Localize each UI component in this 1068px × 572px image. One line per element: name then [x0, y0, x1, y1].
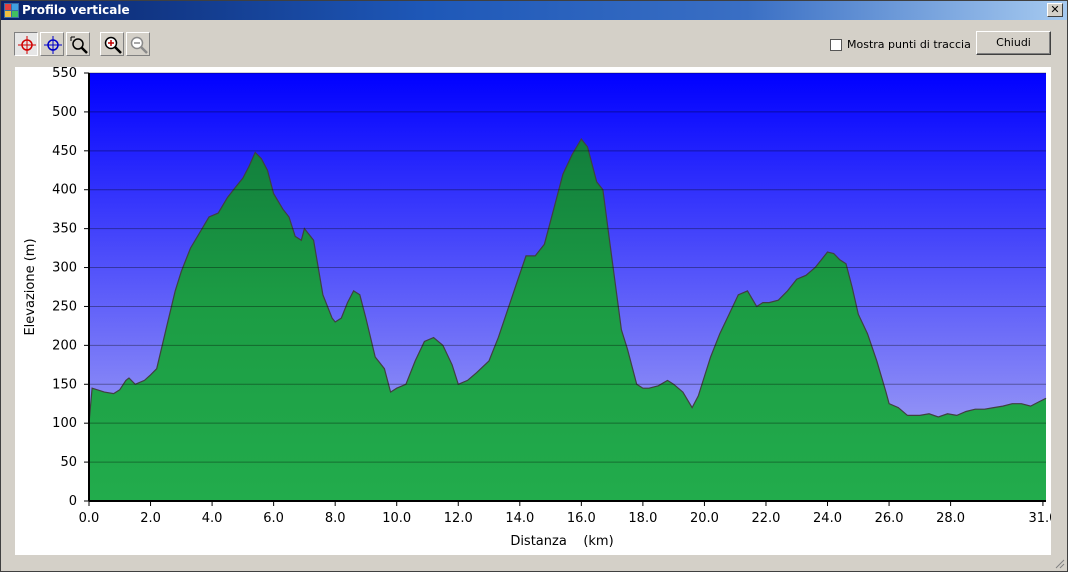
plot-panel: 0 50 100 150 200 250 300 350 400 450 500 550 0.0 2.0 4…: [15, 67, 1051, 555]
toolbar: Mostra punti di traccia Chiudi: [1, 21, 1067, 65]
x-tick-label: 22.0: [752, 511, 781, 526]
y-tick-label: 50: [60, 455, 77, 470]
zoom-window-button[interactable]: [66, 32, 90, 56]
crosshair-red-button[interactable]: [14, 32, 38, 56]
show-track-points-checkbox[interactable]: [830, 39, 842, 51]
show-track-points-label[interactable]: Mostra punti di traccia: [847, 38, 971, 51]
x-tick-label: 2.0: [140, 511, 161, 526]
crosshair-blue-button[interactable]: [40, 32, 64, 56]
x-tick-label: 31.0: [1028, 511, 1051, 526]
elevation-line: [88, 138, 1047, 424]
x-axis-label: Distanza (km): [510, 534, 613, 549]
x-tick-label: 8.0: [325, 511, 346, 526]
y-tick-label: 350: [52, 222, 77, 237]
x-tick-label: 16.0: [567, 511, 596, 526]
x-tick-label: 24.0: [813, 511, 842, 526]
x-tick-label: 0.0: [79, 511, 100, 526]
x-tick-label: 14.0: [505, 511, 534, 526]
y-tick-label: 300: [52, 261, 77, 276]
window-title: Profilo verticale: [22, 3, 130, 17]
y-tick-label: 250: [52, 299, 77, 314]
close-button[interactable]: Chiudi: [976, 31, 1051, 55]
y-tick-label: 200: [52, 338, 77, 353]
y-tick-label: 550: [52, 67, 77, 81]
resize-grip-icon[interactable]: [1053, 557, 1065, 569]
app-icon: [4, 3, 19, 18]
elevation-area: [89, 139, 1046, 501]
y-tick-label: 0: [69, 494, 77, 509]
zoom-out-icon: [130, 36, 148, 54]
x-tick-label: 20.0: [690, 511, 719, 526]
window-close-button[interactable]: ✕: [1047, 3, 1063, 17]
crosshair-red-icon: [18, 36, 36, 54]
x-tick-label: 28.0: [936, 511, 965, 526]
y-tick-label: 400: [52, 183, 77, 198]
x-tick-label: 4.0: [202, 511, 223, 526]
zoom-out-button[interactable]: [126, 32, 150, 56]
x-tick-label: 26.0: [875, 511, 904, 526]
y-tick-label: 500: [52, 105, 77, 120]
x-tick-label: 10.0: [382, 511, 411, 526]
zoom-window-icon: [70, 36, 88, 54]
y-tick-label: 100: [52, 416, 77, 431]
x-tick-label: 12.0: [444, 511, 473, 526]
y-tick-label: 150: [52, 377, 77, 392]
title-bar[interactable]: Profilo verticale ✕: [1, 1, 1067, 20]
x-tick-label: 18.0: [628, 511, 657, 526]
x-tick-label: 6.0: [263, 511, 284, 526]
zoom-in-button[interactable]: [100, 32, 124, 56]
y-axis-label: Elevazione (m): [23, 238, 38, 335]
zoom-in-icon: [104, 36, 122, 54]
elevation-profile-chart[interactable]: 0 50 100 150 200 250 300 350 400 450 500 550 0.0 2.0 4…: [15, 67, 1051, 555]
crosshair-blue-icon: [44, 36, 62, 54]
y-tick-label: 450: [52, 144, 77, 159]
